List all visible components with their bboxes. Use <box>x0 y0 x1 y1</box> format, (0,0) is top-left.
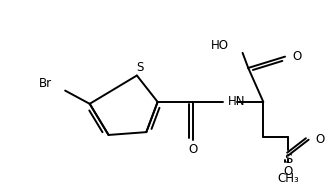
Text: HO: HO <box>211 39 228 52</box>
Text: S: S <box>284 153 292 166</box>
Text: S: S <box>136 61 143 73</box>
Text: O: O <box>315 133 324 146</box>
Text: CH₃: CH₃ <box>277 172 299 184</box>
Text: O: O <box>283 165 293 178</box>
Text: O: O <box>293 50 302 63</box>
Text: Br: Br <box>39 77 52 90</box>
Text: HN: HN <box>227 95 245 108</box>
Text: O: O <box>188 143 197 156</box>
